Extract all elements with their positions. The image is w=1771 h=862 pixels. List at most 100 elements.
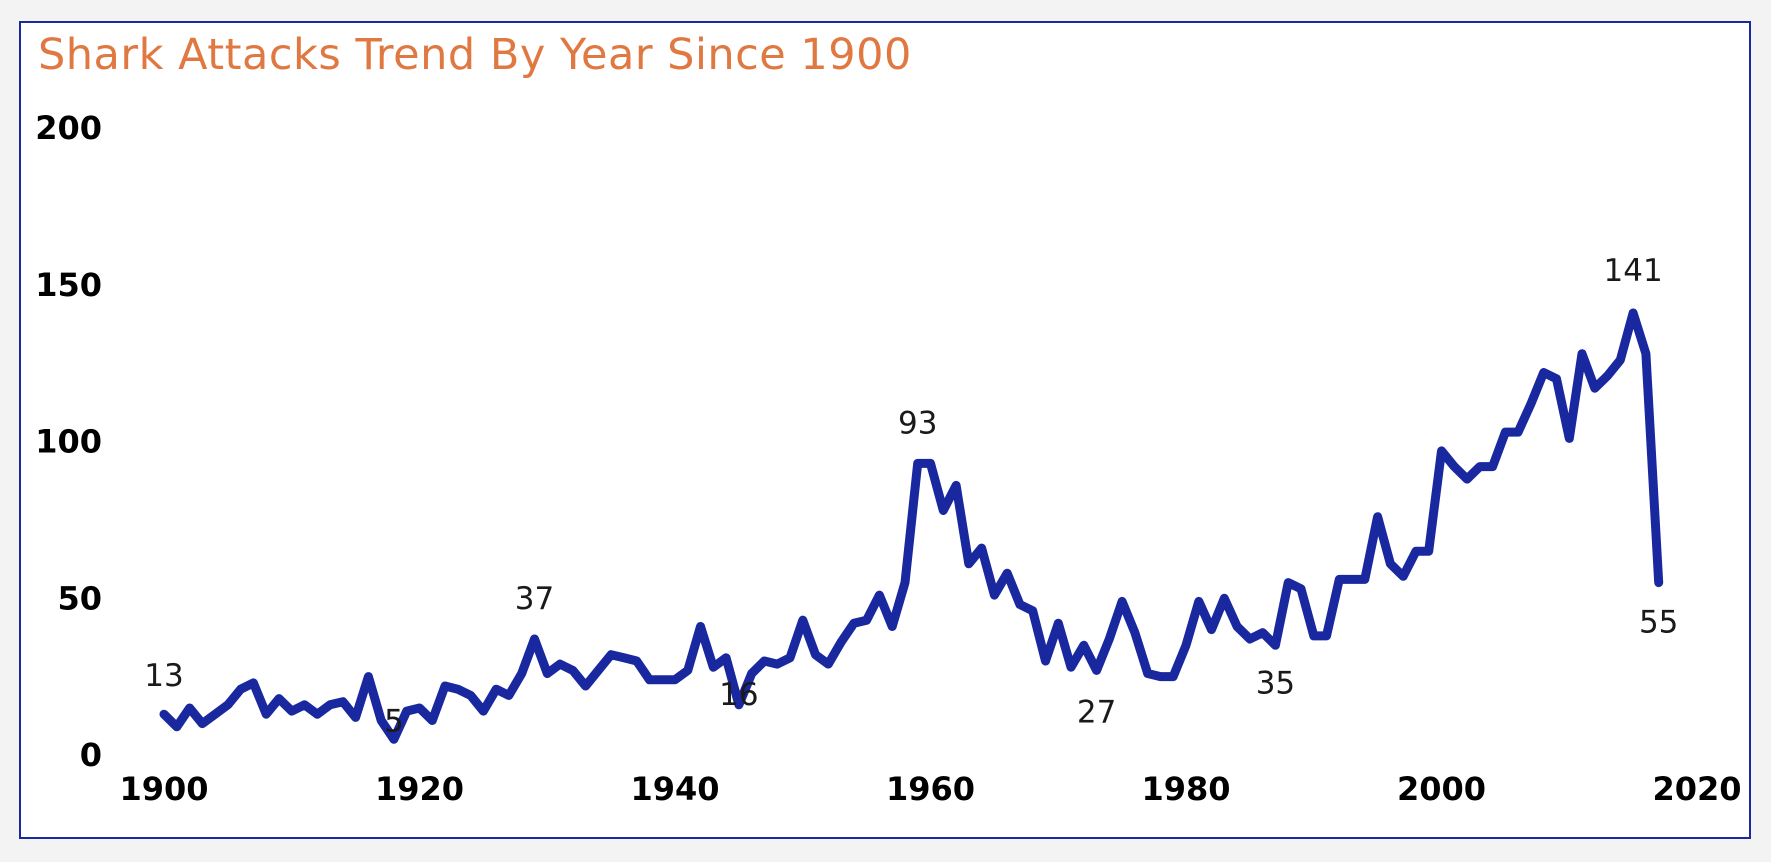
data-point [1284,578,1293,587]
data-point [913,459,922,468]
data-point [632,657,641,666]
data-point [849,619,858,628]
data-point [1590,384,1599,393]
data-point [185,704,194,713]
data-point [1514,428,1523,437]
data-point [1335,575,1344,584]
data-point [338,697,347,706]
data-point [415,704,424,713]
data-point [313,710,322,719]
data-point [901,578,910,587]
data-point [709,663,718,672]
x-tick-label: 1940 [630,770,719,808]
data-point [504,691,513,700]
data-point [287,707,296,716]
data-point [952,481,961,490]
data-point [1105,635,1114,644]
data-point [1386,559,1395,568]
data-label: 55 [1639,605,1678,641]
x-tick-label: 1980 [1141,770,1230,808]
data-point [1424,547,1433,556]
data-point [1041,657,1050,666]
data-point [1258,628,1267,637]
data-point [786,653,795,662]
data-point [875,591,884,600]
data-point [645,675,654,684]
data-point [1475,462,1484,471]
data-point [466,691,475,700]
data-point [172,722,181,731]
data-point [1373,512,1382,521]
data-point [211,710,220,719]
x-tick-label: 1920 [375,770,464,808]
data-point [1629,309,1638,318]
data-point [1463,475,1472,484]
data-point [1182,641,1191,650]
y-tick-label: 50 [57,579,102,617]
data-point [1526,399,1535,408]
x-axis: 1900 1920 1940 1960 1980 2000 2020 [119,770,1741,808]
data-point [773,660,782,669]
data-point [671,675,680,684]
data-point [1578,349,1587,358]
data-point [760,657,769,666]
data-label: 5 [384,703,404,739]
data-point [530,635,539,644]
data-point [888,622,897,631]
data-point [926,459,935,468]
data-point [798,616,807,625]
data-label: 141 [1604,253,1663,289]
data-point [326,700,335,709]
y-axis: 0 50 100 150 200 [35,109,102,774]
data-point [1437,446,1446,455]
data-point [236,685,245,694]
data-point [862,616,871,625]
data-point [568,666,577,675]
y-tick-label: 200 [35,109,102,147]
data-point [1501,428,1510,437]
data-point [249,678,258,687]
chart-title: Shark Attacks Trend By Year Since 1900 [38,30,912,80]
x-tick-label: 1900 [119,770,208,808]
data-point [1194,597,1203,606]
data-point [1616,356,1625,365]
data-label: 93 [898,405,937,441]
data-point [275,694,284,703]
y-tick-label: 100 [35,423,102,461]
data-point [1067,663,1076,672]
data-labels: 13 5 37 16 93 27 35 141 55 [144,253,1678,739]
data-point [1450,462,1459,471]
data-label: 16 [719,677,758,713]
data-point [824,660,833,669]
data-point [1130,628,1139,637]
data-point [1309,631,1318,640]
data-point [594,666,603,675]
data-point [1271,641,1280,650]
data-point [223,700,232,709]
data-point [1322,631,1331,640]
data-point [1079,641,1088,650]
data-point [160,710,169,719]
data-point [811,650,820,659]
data-point [1412,547,1421,556]
data-point [683,666,692,675]
data-point [1169,672,1178,681]
data-point [1233,622,1242,631]
data-point [964,559,973,568]
data-point [1207,625,1216,634]
x-tick-label: 2000 [1397,770,1486,808]
x-tick-label: 1960 [886,770,975,808]
data-point [364,672,373,681]
data-point [441,682,450,691]
data-point [262,710,271,719]
data-point [1143,669,1152,678]
data-label: 35 [1256,665,1295,701]
data-point [1360,575,1369,584]
data-point [1488,462,1497,471]
data-point [556,660,565,669]
data-point [1220,594,1229,603]
data-point [990,591,999,600]
data-point [619,653,628,662]
data-point [517,669,526,678]
